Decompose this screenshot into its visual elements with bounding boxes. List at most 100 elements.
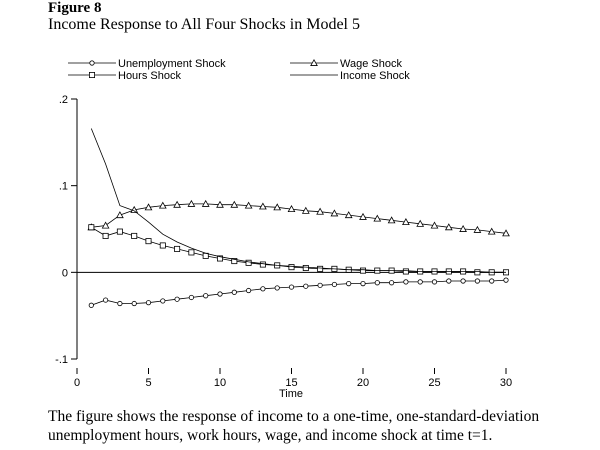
series-income-shock	[90, 128, 506, 273]
x-tick-label: 30	[500, 377, 512, 389]
data-point-circle	[460, 278, 466, 284]
legend-item-unemployment-shock: Unemployment Shock	[68, 58, 226, 70]
data-point-square	[188, 249, 195, 256]
figure-caption: The figure shows the response of income …	[48, 407, 600, 445]
series-line-hours-shock	[91, 226, 506, 273]
data-point-circle	[103, 297, 109, 303]
data-point-circle	[446, 278, 452, 284]
data-point-circle	[474, 278, 480, 284]
data-point-square	[245, 259, 252, 266]
data-point-triangle	[173, 200, 181, 208]
data-point-circle	[260, 286, 266, 292]
data-point-circle	[503, 277, 509, 283]
data-point-square	[145, 238, 152, 245]
line-chart: Unemployment Shock Wage Shock Hours Shock I…	[55, 58, 512, 400]
legend-label: Hours Shock	[118, 70, 181, 82]
data-point-circle	[174, 296, 180, 302]
figure-label: Figure 8	[48, 0, 102, 16]
data-point-triangle	[201, 199, 210, 207]
data-point-triangle	[187, 199, 196, 207]
data-point-square	[89, 72, 96, 79]
data-point-triangle	[230, 200, 239, 208]
data-point-square	[216, 255, 223, 262]
data-point-circle	[274, 285, 280, 291]
series-hours-shock	[88, 224, 509, 276]
data-point-circle	[489, 278, 495, 284]
figure-title: Income Response to All Four Shocks in Mo…	[48, 16, 360, 33]
data-point-triangle	[502, 229, 510, 237]
x-axis-label: Time	[279, 388, 303, 400]
data-point-square	[116, 228, 123, 235]
series-line-unemployment-shock	[91, 279, 507, 306]
data-point-triangle	[416, 219, 425, 227]
data-point-triangle	[158, 201, 167, 209]
data-point-triangle	[301, 206, 310, 214]
data-point-triangle	[444, 223, 453, 231]
series-wage-shock	[87, 199, 510, 237]
data-point-square	[88, 224, 95, 231]
data-point-square	[302, 264, 309, 271]
data-point-circle	[288, 284, 295, 290]
data-point-circle	[417, 279, 423, 285]
data-point-triangle	[387, 216, 396, 224]
x-tick-label: 5	[145, 377, 151, 389]
data-point-triangle	[101, 221, 110, 229]
legend-label: Unemployment Shock	[118, 58, 226, 70]
data-point-square	[402, 268, 409, 275]
x-tick-label: 20	[357, 377, 369, 389]
data-point-circle	[188, 294, 194, 301]
caption-line-2: unemployment hours, work hours, wage, an…	[48, 427, 493, 444]
data-point-triangle	[402, 218, 410, 226]
legend-label: Income Shock	[340, 70, 410, 82]
data-point-triangle	[244, 201, 253, 209]
plot-area	[87, 128, 510, 308]
data-point-circle	[131, 300, 137, 307]
data-point-circle	[388, 280, 395, 286]
series-line-income-shock	[90, 128, 506, 273]
x-tick-label: 25	[428, 377, 440, 389]
data-point-circle	[346, 280, 352, 287]
data-point-circle	[246, 287, 252, 294]
legend-label: Wage Shock	[340, 58, 402, 70]
data-point-circle	[88, 302, 94, 308]
data-point-triangle	[373, 214, 382, 222]
data-point-circle	[117, 300, 123, 307]
data-point-circle	[360, 280, 366, 287]
x-tick-label: 15	[285, 377, 297, 389]
data-point-triangle	[473, 225, 482, 233]
data-point-circle	[317, 282, 323, 288]
data-point-circle	[145, 300, 152, 306]
axes: -.1 0 .1 .2 0 5 10 15 20 25 30	[55, 94, 512, 389]
data-point-triangle	[287, 205, 296, 213]
data-point-square	[259, 261, 266, 268]
y-tick-label: .2	[59, 94, 68, 106]
data-point-circle	[431, 279, 438, 285]
legend-item-wage-shock: Wage Shock	[290, 58, 402, 70]
legend-item-income-shock: Income Shock	[290, 70, 410, 82]
data-point-circle	[303, 283, 309, 289]
data-point-triangle	[259, 202, 267, 210]
data-point-square	[102, 232, 109, 239]
x-tick-label: 0	[74, 377, 80, 389]
data-point-triangle	[130, 205, 139, 213]
caption-line-1: The figure shows the response of income …	[48, 408, 540, 425]
data-point-square	[474, 269, 481, 276]
data-point-square	[174, 245, 181, 252]
data-point-circle	[331, 281, 337, 288]
data-point-circle	[403, 279, 409, 285]
series-line-wage-shock	[91, 203, 507, 234]
data-point-triangle	[430, 221, 439, 229]
data-point-triangle	[487, 227, 496, 235]
data-point-circle	[160, 298, 166, 304]
data-point-triangle	[330, 209, 339, 217]
data-point-square	[131, 232, 138, 239]
x-tick-label: 10	[214, 377, 226, 389]
y-tick-label: 0	[62, 267, 68, 279]
data-point-circle	[203, 293, 209, 299]
data-point-circle	[89, 60, 95, 66]
data-point-triangle	[144, 203, 153, 211]
data-point-square	[359, 267, 366, 274]
series-unemployment-shock	[88, 277, 509, 308]
data-point-triangle	[316, 207, 324, 215]
data-point-triangle	[459, 224, 467, 232]
